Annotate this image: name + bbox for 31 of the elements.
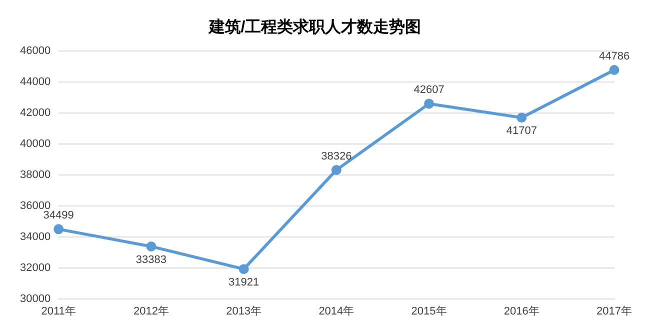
data-label: 31921 (228, 276, 260, 289)
point (516, 112, 527, 123)
chart-title: 建筑/工程类求职人才数走势图 (206, 18, 422, 36)
y-tick-label: 32000 (20, 262, 51, 274)
y-tick-label: 44000 (20, 76, 51, 88)
point (54, 224, 64, 234)
y-tick-label: 30000 (20, 292, 51, 305)
x-tick-label: 2012年 (133, 305, 169, 318)
x-tick-label: 2013年 (226, 305, 262, 318)
x-tick-label: 2016年 (504, 305, 540, 318)
y-tick-label: 36000 (20, 200, 51, 212)
y-tick-label: 38000 (20, 169, 51, 182)
point (424, 98, 434, 109)
x-tick-label: 2015年 (411, 305, 447, 318)
point (609, 64, 620, 75)
data-label: 44786 (598, 50, 630, 63)
data-label: 34499 (43, 210, 74, 222)
data-label: 41707 (506, 125, 537, 138)
point (238, 264, 249, 274)
point (331, 164, 342, 175)
x-tick-label: 2014年 (318, 305, 354, 318)
data-label: 33383 (136, 254, 166, 266)
point (146, 241, 156, 252)
x-tick-label: 2011年 (41, 305, 76, 318)
y-tick-label: 40000 (20, 138, 51, 150)
data-label: 38326 (321, 150, 352, 162)
y-tick-label: 42000 (20, 107, 51, 120)
y-tick-label: 34000 (20, 230, 51, 243)
x-tick-label: 2017年 (596, 305, 632, 318)
data-label: 42607 (414, 84, 444, 96)
y-tick-label: 46000 (20, 45, 51, 58)
